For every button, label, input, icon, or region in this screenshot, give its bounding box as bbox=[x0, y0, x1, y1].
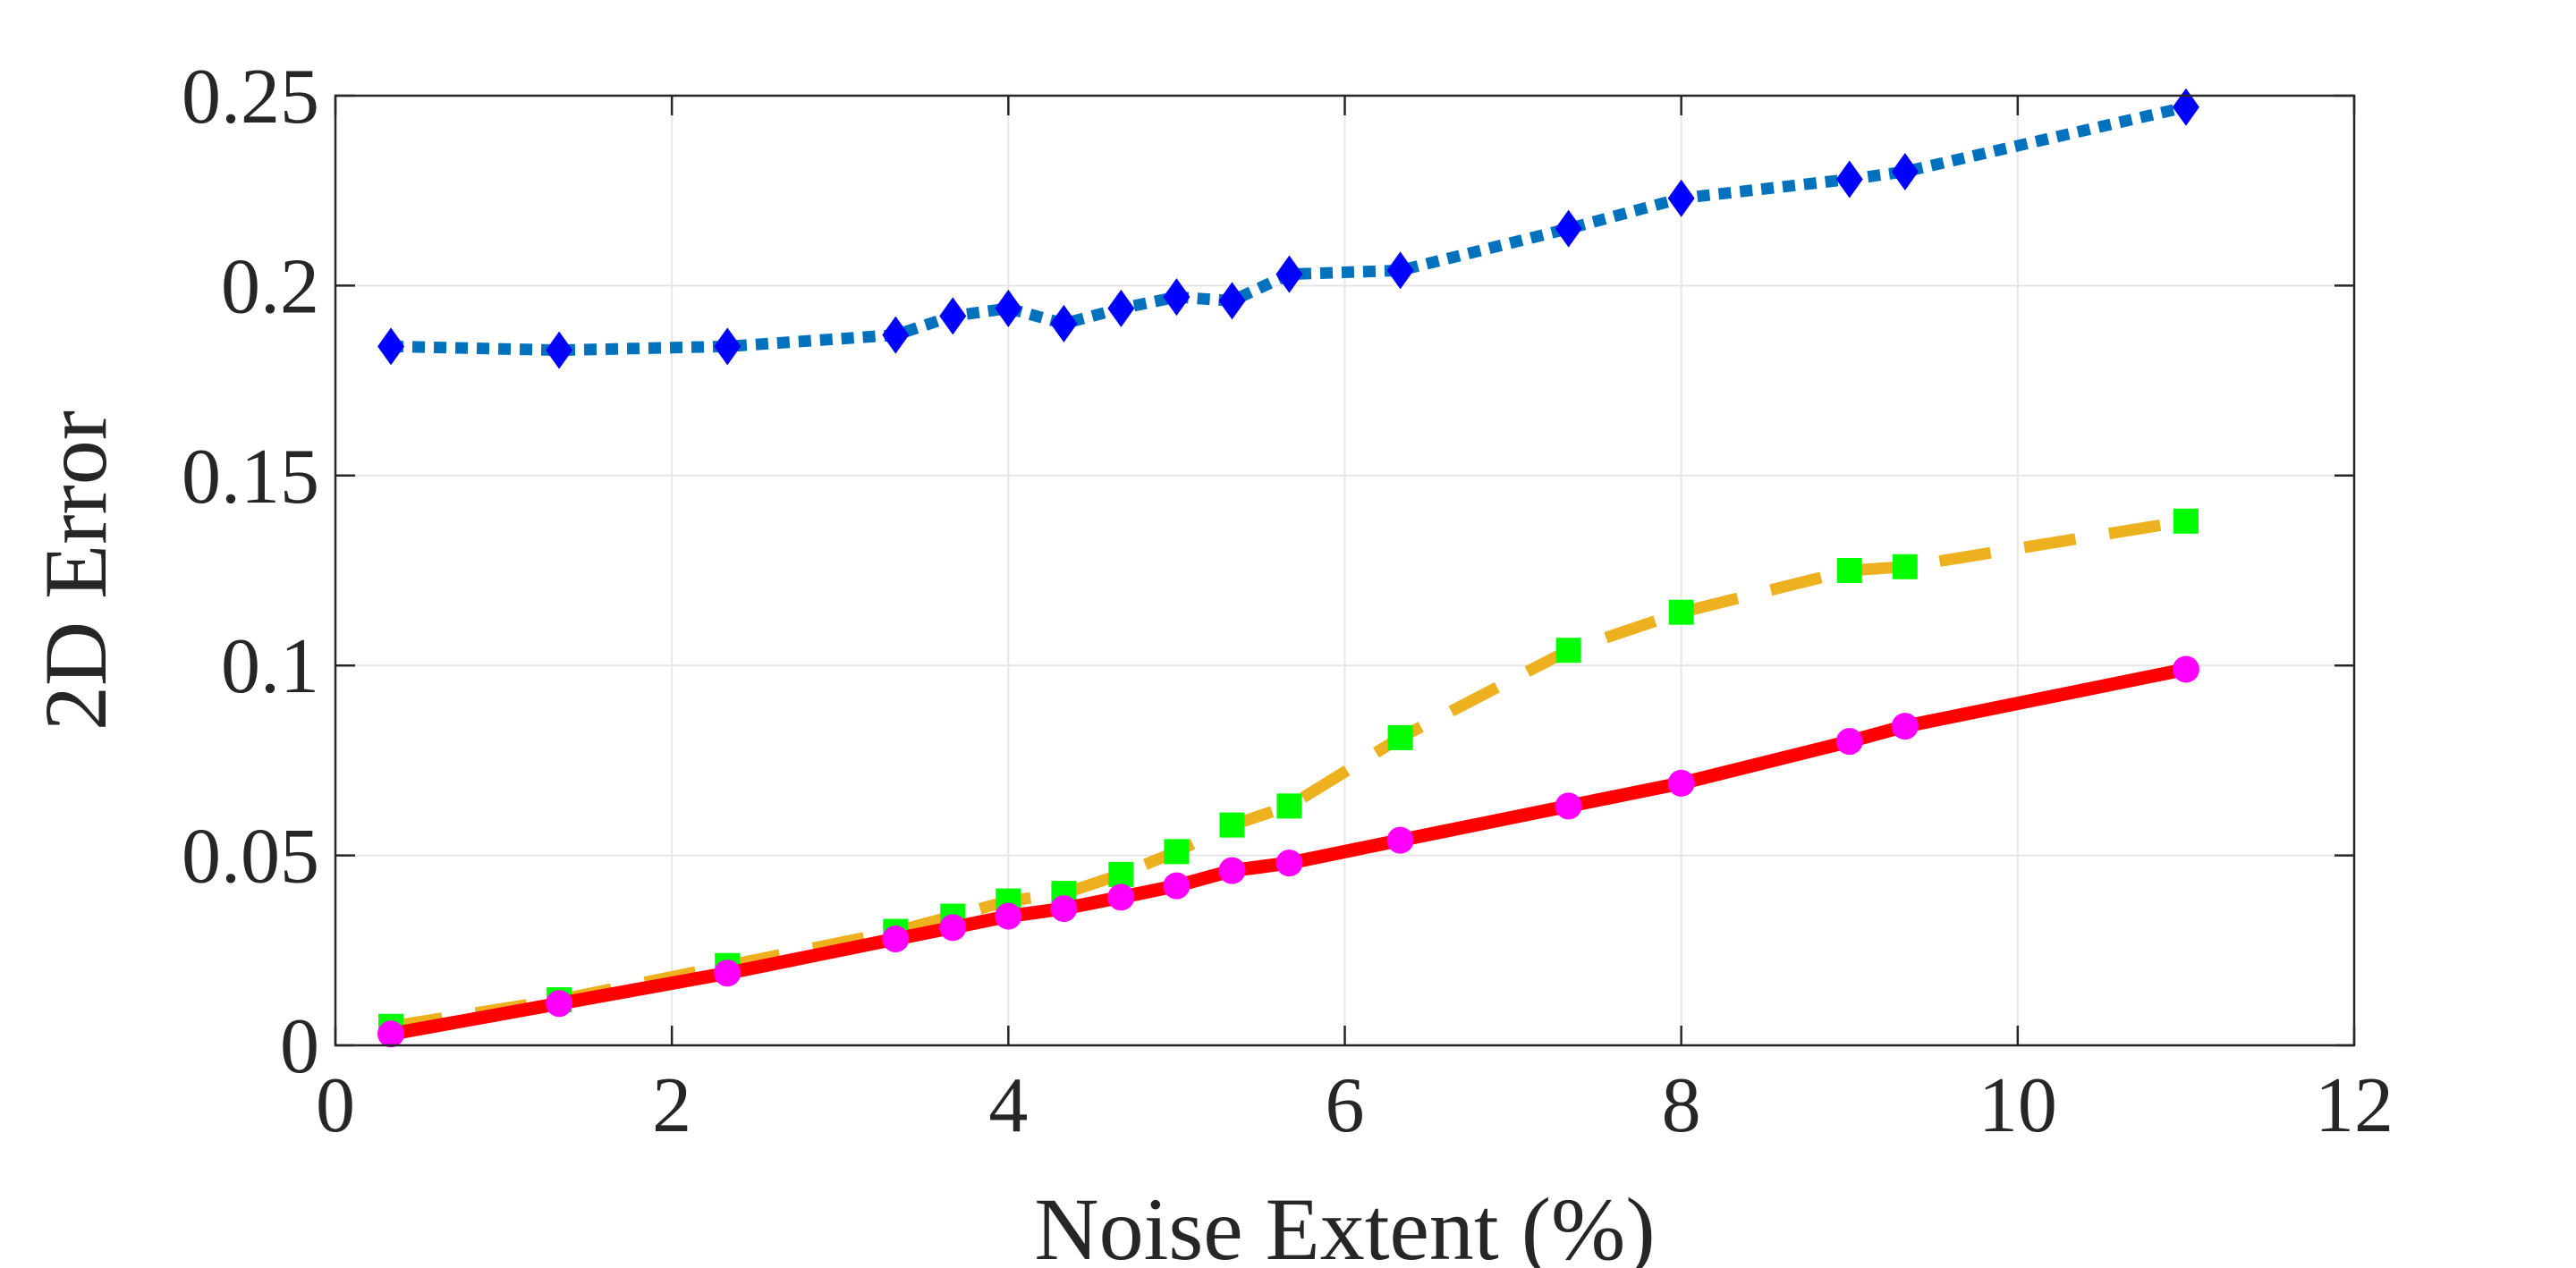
data-point-diamond bbox=[714, 327, 741, 366]
x-tick-label: 8 bbox=[1662, 1062, 1701, 1149]
data-point-circle bbox=[1386, 826, 1414, 854]
data-point-circle bbox=[1835, 728, 1863, 756]
axis-ticks bbox=[334, 94, 2356, 1047]
x-tick-labels: 0 2 4 6 8 10 12 bbox=[316, 1062, 2394, 1149]
data-point-square bbox=[1892, 554, 1918, 579]
data-point-square bbox=[2173, 508, 2199, 534]
x-tick-label: 0 bbox=[316, 1062, 355, 1149]
data-point-circle bbox=[1050, 895, 1078, 923]
data-point-diamond bbox=[1667, 179, 1695, 217]
data-point-circle bbox=[1163, 872, 1191, 900]
data-point-diamond bbox=[377, 327, 405, 366]
x-tick-label: 12 bbox=[2315, 1062, 2394, 1149]
y-tick-label: 0.25 bbox=[182, 54, 319, 140]
data-point-square bbox=[1276, 793, 1302, 819]
data-point-diamond bbox=[546, 331, 573, 369]
data-point-diamond bbox=[2172, 88, 2199, 126]
series-1 bbox=[377, 88, 2199, 369]
data-point-diamond bbox=[995, 289, 1022, 327]
data-point-circle bbox=[1275, 850, 1303, 877]
y-tick-label: 0.15 bbox=[182, 434, 319, 520]
data-point-circle bbox=[1891, 713, 1919, 740]
series-layer bbox=[377, 88, 2199, 1048]
y-tick-labels: 0 0.05 0.1 0.15 0.2 0.25 bbox=[182, 54, 319, 1090]
data-point-diamond bbox=[1107, 289, 1135, 327]
data-point-circle bbox=[377, 1020, 405, 1048]
x-tick-label: 2 bbox=[652, 1062, 691, 1149]
data-point-square bbox=[1387, 724, 1413, 750]
data-point-circle bbox=[2172, 655, 2199, 683]
data-point-square bbox=[1555, 638, 1581, 664]
data-point-diamond bbox=[1386, 251, 1414, 290]
series-3 bbox=[377, 655, 2199, 1048]
x-axis-label: Noise Extent (%) bbox=[1034, 1179, 1655, 1268]
data-point-circle bbox=[1107, 883, 1135, 911]
data-point-diamond bbox=[1275, 255, 1303, 293]
y-axis-label: 2D Error bbox=[26, 410, 125, 731]
data-point-square bbox=[1836, 558, 1862, 583]
x-tick-label: 10 bbox=[1979, 1062, 2057, 1149]
x-tick-label: 6 bbox=[1326, 1062, 1365, 1149]
data-point-diamond bbox=[1835, 160, 1863, 199]
data-point-square bbox=[1668, 599, 1694, 625]
data-point-circle bbox=[1218, 857, 1246, 884]
data-point-diamond bbox=[1555, 209, 1582, 248]
y-tick-label: 0.05 bbox=[182, 814, 319, 900]
data-point-square bbox=[1164, 839, 1190, 865]
data-point-diamond bbox=[1891, 152, 1919, 190]
y-tick-label: 0 bbox=[280, 1003, 319, 1090]
data-point-circle bbox=[1667, 769, 1695, 797]
data-point-square bbox=[1108, 861, 1134, 887]
data-point-circle bbox=[714, 959, 741, 987]
data-point-circle bbox=[882, 926, 910, 953]
data-point-diamond bbox=[939, 297, 967, 335]
y-tick-label: 0.2 bbox=[221, 243, 319, 330]
data-point-diamond bbox=[1050, 304, 1078, 342]
data-point-square bbox=[1219, 812, 1245, 838]
x-tick-label: 4 bbox=[988, 1062, 1028, 1149]
y-tick-label: 0.1 bbox=[221, 623, 319, 710]
data-point-circle bbox=[995, 902, 1022, 930]
data-point-circle bbox=[1555, 792, 1582, 820]
data-point-circle bbox=[939, 914, 967, 942]
data-point-circle bbox=[546, 990, 573, 1018]
data-point-diamond bbox=[1218, 282, 1246, 320]
data-point-diamond bbox=[882, 316, 910, 354]
data-point-diamond bbox=[1163, 278, 1191, 317]
